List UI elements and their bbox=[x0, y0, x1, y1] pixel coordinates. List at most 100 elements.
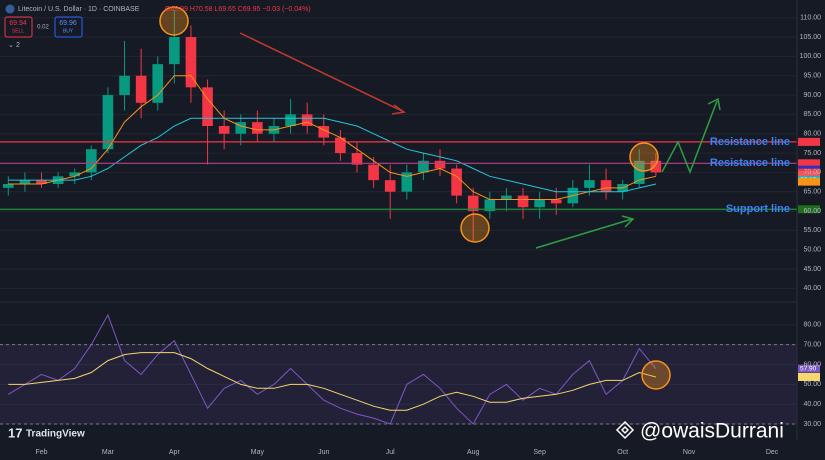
candle-body bbox=[69, 172, 81, 177]
logo: TradingView bbox=[26, 429, 85, 440]
rsi-band bbox=[0, 344, 797, 425]
indicators-toggle[interactable]: ⌄ bbox=[8, 42, 14, 49]
trend-arrow bbox=[535, 218, 633, 249]
price-tag bbox=[798, 137, 820, 146]
y-tick-label: 65.00 bbox=[803, 189, 821, 196]
candle-body bbox=[501, 195, 512, 200]
price-tag bbox=[798, 159, 820, 168]
candle-body bbox=[135, 75, 147, 103]
candle-body bbox=[102, 95, 114, 150]
candle-body bbox=[584, 180, 595, 188]
level-label: Resistance line bbox=[710, 157, 790, 169]
y-tick-label: 110.00 bbox=[800, 15, 821, 22]
candle-body bbox=[169, 37, 180, 65]
price-tag bbox=[798, 170, 820, 179]
watermark-icon bbox=[615, 420, 635, 440]
y-tick-label: 70.00 bbox=[803, 342, 821, 349]
y-tick-label: 45.00 bbox=[803, 266, 821, 273]
highlight-circle bbox=[159, 6, 189, 36]
y-tick-label: 90.00 bbox=[803, 92, 821, 99]
plot: Resistance line Resistance line Support li… bbox=[0, 10, 820, 425]
x-tick-label: Feb bbox=[35, 449, 47, 456]
indicator-line bbox=[8, 313, 657, 425]
candle-body bbox=[484, 199, 496, 212]
candle-body bbox=[650, 160, 662, 173]
arrow-head bbox=[707, 97, 721, 111]
y-tick-label: 70.00 bbox=[803, 169, 821, 176]
candle-body bbox=[235, 122, 247, 134]
y-tick-label: 50.00 bbox=[803, 381, 821, 388]
highlight-circle bbox=[629, 142, 659, 172]
candle-body bbox=[19, 180, 31, 184]
logo-mark: 17 bbox=[8, 425, 22, 440]
y-tick-label: 75.00 bbox=[803, 150, 821, 157]
candle-body bbox=[600, 180, 612, 192]
x-tick-label: Aug bbox=[467, 449, 480, 456]
buy-label: BUY bbox=[63, 28, 74, 34]
x-tick-label: Nov bbox=[683, 449, 696, 456]
y-tick-label: 60.00 bbox=[803, 208, 821, 215]
candle-body bbox=[2, 184, 14, 188]
ohlc: O69.99 H70.58 L69.65 C69.95 −0.03 (−0.04… bbox=[165, 6, 311, 13]
level-label: Resistance line bbox=[710, 136, 790, 148]
y-tick-label: 50.00 bbox=[803, 247, 821, 254]
candle-body bbox=[351, 153, 363, 165]
price-tag bbox=[798, 177, 820, 186]
candle-body bbox=[36, 180, 47, 184]
x-tick-label: Dec bbox=[766, 449, 779, 456]
sell-label: SELL bbox=[12, 28, 24, 34]
sell-button[interactable] bbox=[4, 16, 33, 38]
candle-body bbox=[401, 172, 413, 192]
candle-body bbox=[301, 114, 313, 126]
trend-arrow bbox=[239, 32, 403, 112]
candle-body bbox=[318, 126, 330, 138]
arrow-head bbox=[621, 215, 635, 228]
candle-body bbox=[86, 149, 97, 173]
price-tag bbox=[798, 205, 820, 214]
candle-body bbox=[534, 199, 545, 208]
y-tick-label: 85.00 bbox=[803, 111, 821, 118]
symbol-icon bbox=[5, 4, 15, 14]
y-tick-label: 40.00 bbox=[803, 285, 821, 292]
x-tick-label: Jul bbox=[386, 449, 395, 456]
y-tick-label: 95.00 bbox=[803, 73, 821, 80]
highlight-circle bbox=[460, 213, 490, 243]
candle-body bbox=[550, 199, 562, 204]
x-tick-label: Apr bbox=[169, 449, 181, 456]
candle-body bbox=[202, 87, 213, 126]
price-tag-label: 57.90 bbox=[800, 365, 817, 372]
x-tick-label: May bbox=[251, 449, 265, 456]
y-tick-label: 55.00 bbox=[803, 227, 821, 234]
price-tag bbox=[798, 372, 820, 381]
spread: 0.02 bbox=[37, 25, 49, 31]
candle-body bbox=[119, 75, 130, 96]
projection-arrow bbox=[661, 100, 718, 175]
highlight-circle bbox=[641, 360, 671, 390]
buy-button[interactable] bbox=[54, 16, 83, 38]
candle-body bbox=[335, 137, 346, 154]
y-tick-label: 30.00 bbox=[803, 421, 821, 428]
y-tick-label: 80.00 bbox=[803, 322, 821, 329]
candle-body bbox=[218, 126, 230, 134]
buy-price: 69.96 bbox=[59, 20, 77, 27]
x-tick-label: Jun bbox=[318, 449, 329, 456]
sell-price: 69.94 bbox=[9, 20, 27, 27]
indicator-count: 2 bbox=[16, 42, 20, 49]
x-tick-label: Mar bbox=[102, 449, 115, 456]
y-tick-label: 80.00 bbox=[803, 131, 821, 138]
arrow-head bbox=[391, 104, 406, 115]
candle-body bbox=[633, 160, 645, 184]
symbol: Litecoin / U.S. Dollar · 1D · COINBASE bbox=[18, 6, 140, 13]
level-label: Support line bbox=[726, 203, 790, 215]
y-tick-label: 100.00 bbox=[800, 53, 822, 60]
indicator-line bbox=[8, 352, 657, 411]
y-tick-label: 60.00 bbox=[803, 361, 821, 368]
candle-body bbox=[185, 37, 197, 88]
candle-body bbox=[517, 195, 529, 208]
y-tick-label: 40.00 bbox=[803, 401, 821, 408]
x-tick-label: Sep bbox=[533, 449, 546, 456]
candle-body bbox=[152, 64, 164, 103]
candle-body bbox=[451, 168, 462, 196]
